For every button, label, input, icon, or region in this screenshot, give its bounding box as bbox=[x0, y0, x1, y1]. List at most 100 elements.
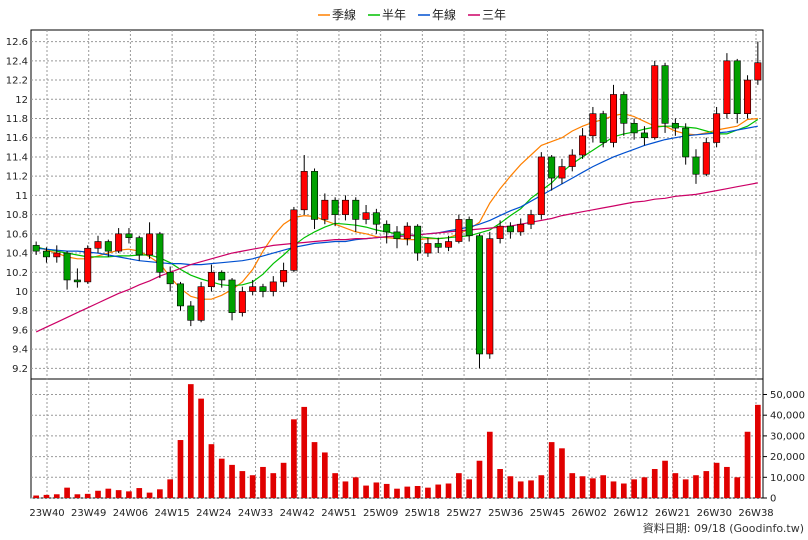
candle-body bbox=[548, 156, 556, 179]
candle-body bbox=[651, 65, 659, 139]
candle bbox=[723, 53, 731, 119]
price-tick-label: 10.4 bbox=[6, 249, 28, 260]
candle bbox=[197, 281, 205, 323]
candle bbox=[321, 193, 329, 225]
volume-bar bbox=[755, 404, 761, 498]
candle-body bbox=[53, 252, 61, 258]
candle bbox=[249, 279, 257, 296]
volume-tick-label: 10,000 bbox=[770, 473, 805, 484]
volume-bar bbox=[590, 478, 596, 498]
candle bbox=[630, 118, 638, 140]
volume-bar bbox=[321, 452, 328, 498]
volume-bar bbox=[579, 476, 586, 498]
legend-label: 年線 bbox=[432, 7, 456, 22]
candle-body bbox=[445, 241, 453, 248]
x-tick-label: 23W49 bbox=[71, 508, 106, 519]
candle bbox=[187, 301, 195, 327]
candle bbox=[218, 270, 226, 288]
candle bbox=[84, 245, 92, 284]
candle-body bbox=[135, 237, 143, 256]
candle bbox=[146, 222, 154, 259]
candle-body bbox=[341, 199, 349, 215]
candle bbox=[176, 281, 184, 311]
candle-body bbox=[197, 286, 205, 321]
candle-body bbox=[434, 243, 442, 248]
candle bbox=[53, 245, 61, 263]
price-tick-label: 11 bbox=[15, 191, 28, 202]
candle bbox=[104, 239, 112, 257]
candle-body bbox=[713, 113, 721, 143]
volume-bar bbox=[332, 473, 338, 498]
candle-body bbox=[517, 223, 525, 233]
candle-body bbox=[733, 60, 741, 114]
candle bbox=[702, 137, 710, 177]
volume-tick-label: 50,000 bbox=[770, 390, 805, 401]
volume-bar bbox=[445, 483, 452, 498]
candle bbox=[506, 222, 514, 239]
volume-bar bbox=[713, 462, 720, 498]
candle-body bbox=[630, 123, 638, 134]
volume-bar bbox=[486, 431, 493, 498]
candle-body bbox=[311, 171, 319, 220]
x-tick-label: 26W12 bbox=[613, 508, 648, 519]
candle bbox=[393, 226, 401, 249]
x-tick-label: 25W18 bbox=[405, 508, 440, 519]
volume-bar bbox=[95, 490, 101, 498]
price-tick-label: 9.8 bbox=[12, 306, 28, 317]
volume-bar bbox=[239, 471, 246, 498]
candle-body bbox=[176, 283, 184, 307]
candlesticks bbox=[32, 41, 762, 369]
grid-lines bbox=[31, 30, 763, 499]
candle-body bbox=[166, 271, 174, 285]
candle-body bbox=[527, 214, 535, 225]
price-tick-label: 10.6 bbox=[6, 229, 28, 240]
candle-body bbox=[63, 252, 71, 281]
volume-bar bbox=[363, 485, 369, 498]
candle-body bbox=[424, 243, 432, 254]
volume-bar bbox=[373, 482, 380, 498]
candle bbox=[517, 218, 525, 236]
candle-body bbox=[506, 225, 514, 233]
candle-body bbox=[475, 235, 483, 355]
volume-bar bbox=[641, 477, 648, 498]
candle bbox=[568, 149, 576, 172]
volume-bar bbox=[548, 442, 555, 498]
candle-body bbox=[589, 113, 597, 137]
candle bbox=[537, 152, 545, 220]
volume-bar bbox=[208, 444, 215, 498]
candle-body bbox=[207, 271, 215, 287]
candle-body bbox=[249, 286, 257, 292]
candle bbox=[445, 235, 453, 252]
volume-bar bbox=[600, 475, 607, 498]
volume-bar bbox=[559, 448, 565, 498]
volume-tick-label: 0 bbox=[770, 494, 776, 505]
price-tick-label: 12.6 bbox=[6, 37, 28, 48]
candle bbox=[32, 241, 40, 255]
volume-bar bbox=[157, 489, 163, 498]
candle bbox=[661, 62, 669, 133]
candle bbox=[754, 41, 762, 85]
volume-bar bbox=[270, 473, 277, 498]
volume-bar bbox=[218, 458, 225, 498]
candle bbox=[156, 231, 164, 279]
candle-body bbox=[610, 94, 618, 143]
candle bbox=[682, 123, 690, 165]
candle-body bbox=[383, 223, 391, 233]
candle-body bbox=[104, 241, 112, 252]
volume-bar bbox=[682, 479, 689, 498]
candle-body bbox=[640, 132, 648, 139]
price-tick-label: 9.6 bbox=[12, 325, 28, 336]
volume-bar bbox=[693, 475, 699, 498]
x-tick-label: 26W02 bbox=[572, 508, 607, 519]
candle-body bbox=[84, 247, 92, 283]
volume-bar bbox=[631, 479, 637, 498]
candle bbox=[403, 222, 411, 246]
price-tick-label: 12.2 bbox=[6, 76, 28, 87]
volume-axis-ticks: 50,000 40,000 30,000 20,000 10,000 0 bbox=[763, 390, 805, 505]
candle-body bbox=[671, 123, 679, 129]
candle-body bbox=[372, 212, 380, 225]
candle bbox=[692, 149, 700, 184]
candle bbox=[496, 220, 504, 244]
candle-body bbox=[146, 233, 154, 256]
